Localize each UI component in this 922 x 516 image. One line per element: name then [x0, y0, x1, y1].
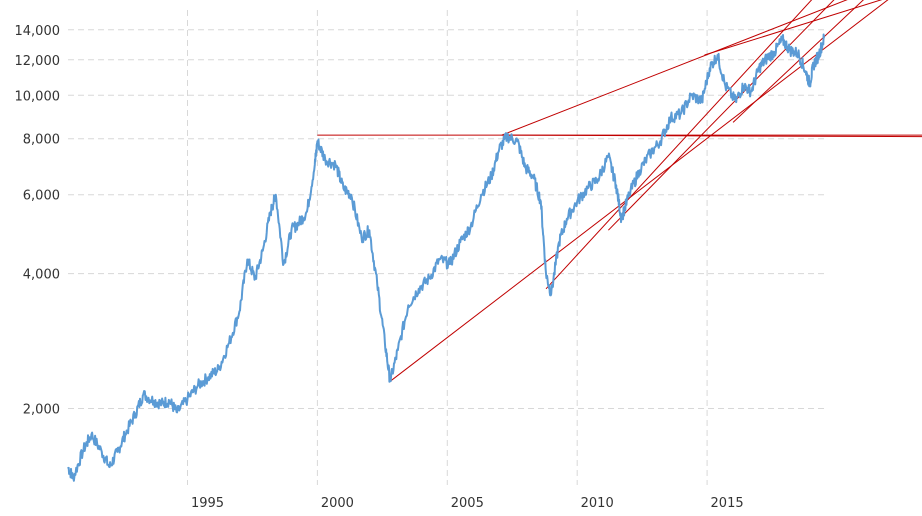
series-line [67, 33, 825, 482]
y-tick-label: 10,000 [15, 89, 61, 104]
trendline [501, 134, 922, 138]
x-tick-label: 2015 [711, 496, 744, 511]
trendline [545, 0, 813, 290]
y-tick-label: 12,000 [15, 54, 61, 69]
trendline [501, 0, 848, 136]
y-tick-label: 4,000 [23, 268, 60, 283]
x-tick-label: 2010 [581, 496, 614, 511]
trendline [732, 0, 864, 123]
series [67, 33, 825, 482]
y-tick-label: 8,000 [23, 133, 60, 148]
tick-labels: 2,000 4,000 6,000 8,000 10,000 12,000 14,000 19… [15, 24, 744, 511]
trendlines [317, 0, 922, 382]
x-tick-label: 2005 [451, 496, 484, 511]
x-tick-label: 1995 [191, 496, 224, 511]
y-tick-label: 2,000 [23, 403, 60, 418]
grid-lines [68, 10, 824, 485]
x-tick-label: 2000 [321, 496, 354, 511]
y-tick-label: 6,000 [23, 189, 60, 204]
y-tick-label: 14,000 [15, 24, 61, 39]
trendline [389, 0, 889, 382]
trendline [608, 0, 835, 231]
